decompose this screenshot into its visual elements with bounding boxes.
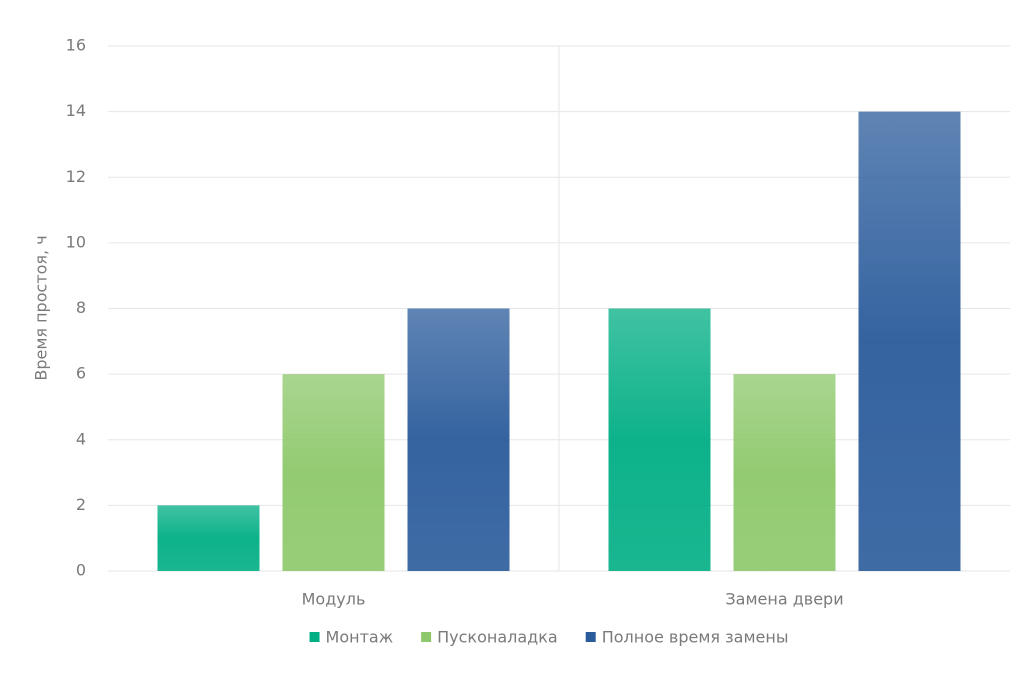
x-tick-label: Замена двери xyxy=(725,590,843,609)
bar xyxy=(157,505,260,571)
bar xyxy=(733,374,836,571)
legend-item: Пусконаладка xyxy=(421,628,558,647)
y-tick-label: 4 xyxy=(76,429,86,448)
legend-swatch xyxy=(309,632,320,642)
bar xyxy=(282,374,385,571)
y-tick-label: 8 xyxy=(76,298,86,317)
legend-label: Пусконаладка xyxy=(437,628,558,647)
y-axis-label: Время простоя, ч xyxy=(32,235,51,380)
y-tick-label: 2 xyxy=(76,495,86,514)
legend-item: Полное время замены xyxy=(585,628,789,647)
legend-label: Полное время замены xyxy=(602,628,789,647)
legend-swatch xyxy=(585,632,596,642)
bar xyxy=(407,308,510,571)
legend-swatch xyxy=(421,632,432,642)
bar xyxy=(858,111,961,571)
y-tick-label: 0 xyxy=(76,561,86,580)
y-tick-label: 6 xyxy=(76,364,86,383)
y-tick-label: 10 xyxy=(66,232,86,251)
legend-label: Монтаж xyxy=(326,628,394,647)
x-tick-label: Модуль xyxy=(302,590,366,609)
legend-item: Монтаж xyxy=(309,628,394,647)
y-tick-label: 14 xyxy=(66,101,86,120)
bar xyxy=(608,308,711,571)
y-tick-label: 16 xyxy=(66,36,86,55)
y-tick-label: 12 xyxy=(66,167,86,186)
